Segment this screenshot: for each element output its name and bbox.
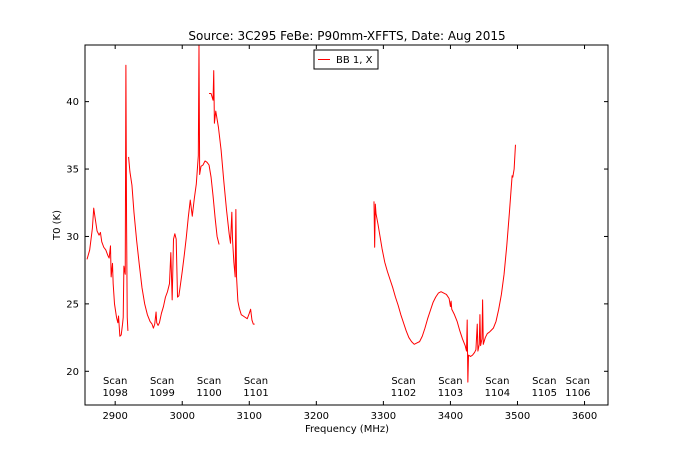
scan-annotation-number: 1099	[149, 388, 174, 399]
y-tick-label: 40	[66, 97, 79, 108]
legend-box	[313, 49, 379, 70]
legend-entry: BB 1, X	[336, 55, 373, 66]
x-tick-label: 3300	[371, 411, 396, 422]
scan-annotation-number: 1098	[102, 388, 127, 399]
scan-annotation-number: 1106	[565, 388, 590, 399]
scan-annotation-number: 1101	[243, 388, 268, 399]
y-tick-label: 25	[66, 299, 79, 310]
x-tick-label: 3200	[304, 411, 329, 422]
scan-annotation-label: Scan	[485, 376, 509, 387]
x-tick-label: 3500	[505, 411, 530, 422]
scan-annotation-number: 1100	[196, 388, 221, 399]
x-tick-label: 3100	[237, 411, 262, 422]
scan-annotation-label: Scan	[566, 376, 590, 387]
y-axis-label: T0 (K)	[52, 210, 63, 241]
y-tick-label: 35	[66, 165, 79, 176]
scan-annotation-label: Scan	[103, 376, 127, 387]
y-tick-label: 20	[66, 367, 79, 378]
chart-title: Source: 3C295 FeBe: P90mm-XFFTS, Date: A…	[188, 29, 505, 43]
series-line-segment	[373, 144, 516, 383]
scan-annotation-label: Scan	[391, 376, 415, 387]
scan-annotation-number: 1102	[391, 388, 416, 399]
scan-annotation-label: Scan	[532, 376, 556, 387]
scan-annotation-label: Scan	[244, 376, 268, 387]
scan-annotation-number: 1104	[485, 388, 510, 399]
x-tick-label: 3400	[438, 411, 463, 422]
scan-annotation-label: Scan	[150, 376, 174, 387]
scan-annotation-label: Scan	[197, 376, 221, 387]
series-line-segment	[86, 64, 129, 337]
series-line-segment	[209, 70, 255, 325]
x-axis-label: Frequency (MHz)	[305, 424, 389, 435]
x-tick-label: 3600	[572, 411, 597, 422]
x-tick-label: 3000	[169, 411, 194, 422]
scan-annotation-label: Scan	[438, 376, 462, 387]
legend: BB 1, X	[313, 49, 379, 70]
y-tick-label: 30	[66, 232, 79, 243]
x-tick-label: 2900	[102, 411, 127, 422]
plot-area: Scan1098Scan1099Scan1100Scan1101Scan1102…	[66, 44, 609, 422]
scan-annotation-number: 1103	[438, 388, 463, 399]
plot-frame	[84, 44, 609, 406]
series-line-segment	[128, 45, 220, 329]
scan-annotation-number: 1105	[532, 388, 557, 399]
